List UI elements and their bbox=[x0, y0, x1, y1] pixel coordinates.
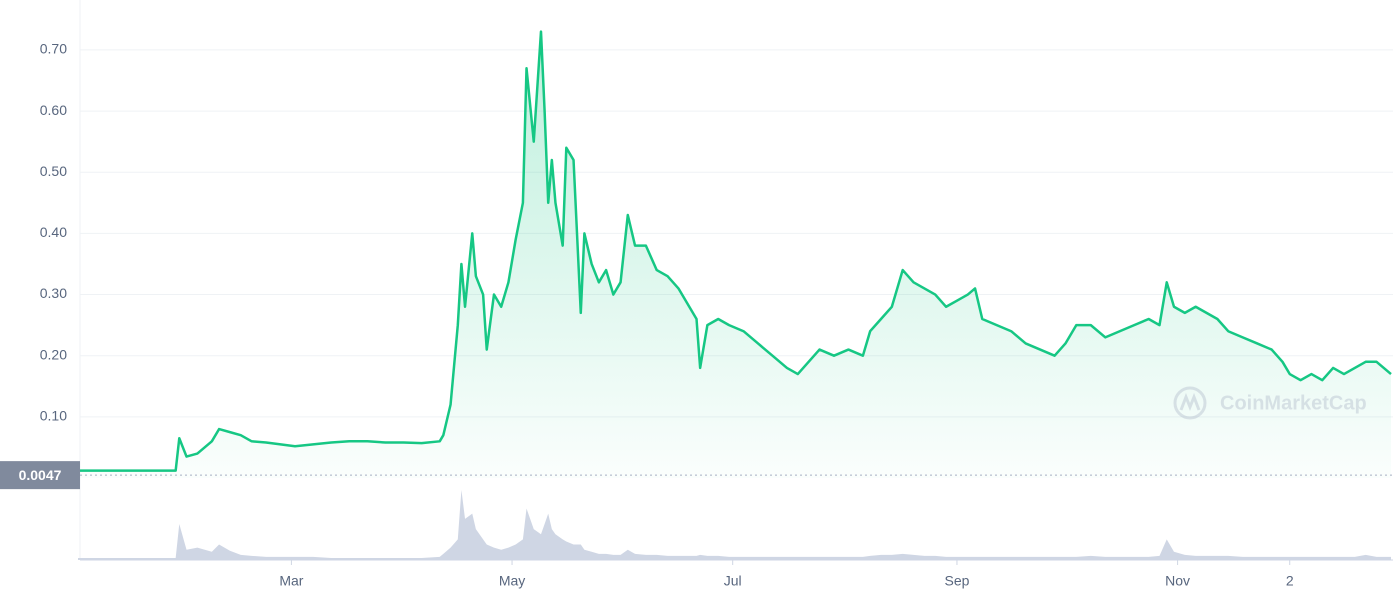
y-tick-label: 0.50 bbox=[40, 163, 67, 179]
y-tick-label: 0.20 bbox=[40, 346, 67, 362]
reference-label-box bbox=[0, 461, 80, 490]
watermark-text: CoinMarketCap bbox=[1220, 392, 1367, 414]
reference-label: 0.0047 bbox=[19, 467, 62, 483]
y-tick-label: 0.60 bbox=[40, 102, 67, 118]
x-tick-label: Nov bbox=[1165, 573, 1190, 589]
x-tick-label: Jul bbox=[724, 573, 742, 589]
watermark: CoinMarketCap bbox=[1173, 386, 1367, 420]
price-line bbox=[78, 30, 1392, 472]
x-tick-label: 2 bbox=[1286, 573, 1294, 589]
volume-area bbox=[78, 490, 1391, 560]
watermark-logo-mark bbox=[1179, 392, 1201, 412]
x-tick-label: Sep bbox=[944, 573, 969, 589]
x-tick-label: Mar bbox=[279, 573, 303, 589]
y-tick-label: 0.70 bbox=[40, 41, 67, 57]
y-tick-label: 0.10 bbox=[40, 408, 67, 424]
price-area bbox=[78, 31, 1391, 478]
x-tick-label: May bbox=[499, 573, 525, 589]
watermark-logo bbox=[1173, 386, 1207, 420]
y-tick-label: 0.30 bbox=[40, 285, 67, 301]
y-tick-label: 0.40 bbox=[40, 224, 67, 240]
